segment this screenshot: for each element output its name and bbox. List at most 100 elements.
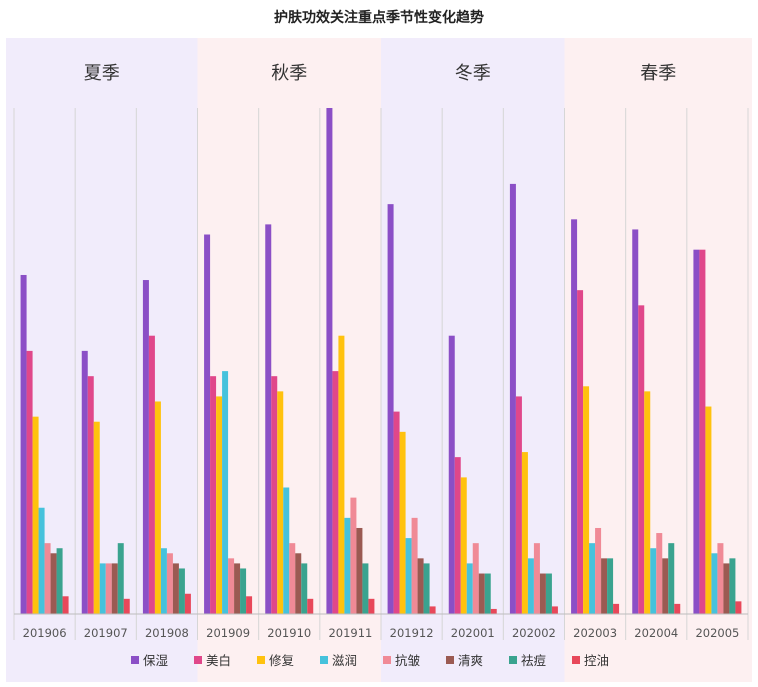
bar-修复-201911	[338, 335, 345, 614]
bar-控油-201908	[184, 593, 191, 614]
legend-label: 清爽	[458, 653, 483, 668]
legend-label: 控油	[584, 653, 609, 668]
legend-swatch-控油	[572, 656, 580, 664]
season-label: 夏季	[84, 63, 120, 84]
x-tick-label: 202005	[695, 626, 739, 640]
bar-控油-202001	[490, 608, 497, 614]
bar-滋润-202002	[527, 558, 534, 614]
bars	[20, 108, 742, 614]
bar-修复-202003	[583, 386, 590, 614]
legend-label: 滋润	[332, 653, 357, 668]
bar-美白-202003	[577, 290, 584, 614]
bar-滋润-201910	[283, 487, 290, 614]
bar-清爽-202003	[601, 558, 608, 614]
bar-清爽-202002	[539, 573, 546, 614]
bar-修复-201912	[399, 431, 406, 614]
legend-swatch-抗皱	[383, 656, 391, 664]
legend-swatch-滋润	[320, 656, 328, 664]
bar-抗皱-201911	[350, 497, 357, 614]
bar-祛痘-201911	[362, 563, 369, 614]
x-tick-label: 201911	[328, 626, 372, 640]
x-tick-label: 201908	[145, 626, 189, 640]
x-tick-label: 201909	[206, 626, 250, 640]
legend-swatch-清爽	[446, 656, 454, 664]
bar-清爽-201906	[50, 553, 57, 614]
bar-美白-201912	[393, 411, 400, 614]
bar-祛痘-201907	[117, 543, 124, 614]
legend: 保湿 美白 修复 滋润 抗皱 清爽 祛痘 控油	[131, 653, 609, 668]
bar-滋润-201906	[38, 507, 45, 614]
bar-滋润-202003	[589, 543, 596, 614]
bar-保湿-202002	[509, 183, 516, 614]
bar-祛痘-201910	[301, 563, 308, 614]
bar-修复-202005	[705, 406, 712, 614]
x-tick-label: 202004	[634, 626, 678, 640]
bar-清爽-201907	[111, 563, 118, 614]
bar-清爽-201911	[356, 527, 363, 614]
bar-控油-202003	[613, 603, 620, 614]
bar-滋润-201908	[160, 548, 167, 614]
bar-美白-201908	[148, 335, 155, 614]
bar-滋润-202005	[711, 553, 718, 614]
bar-抗皱-202005	[717, 543, 724, 614]
x-tick-label: 201907	[84, 626, 128, 640]
bar-滋润-201912	[405, 538, 412, 614]
x-tick-label: 201910	[267, 626, 311, 640]
bar-抗皱-202002	[533, 543, 540, 614]
bar-控油-202005	[735, 601, 742, 614]
bar-抗皱-201908	[166, 553, 173, 614]
bar-清爽-202001	[478, 573, 485, 614]
bar-控油-202004	[674, 603, 681, 614]
bar-祛痘-201909	[240, 568, 247, 614]
bar-清爽-202005	[723, 563, 730, 614]
bar-美白-201909	[210, 376, 217, 614]
bar-抗皱-201906	[44, 543, 51, 614]
bar-修复-201907	[93, 421, 100, 614]
bar-祛痘-202001	[484, 573, 491, 614]
bar-清爽-202004	[662, 558, 669, 614]
bar-抗皱-202004	[656, 533, 663, 614]
x-tick-label: 202002	[512, 626, 556, 640]
bar-滋润-202004	[650, 548, 657, 614]
legend-swatch-修复	[257, 656, 265, 664]
bar-祛痘-201908	[178, 568, 185, 614]
bar-美白-201910	[271, 376, 278, 614]
bar-保湿-201907	[81, 350, 88, 614]
bar-美白-202002	[515, 396, 522, 614]
bar-祛痘-201912	[423, 563, 430, 614]
bar-抗皱-202001	[472, 543, 479, 614]
legend-label: 美白	[206, 653, 231, 668]
bar-保湿-201909	[204, 234, 211, 614]
bar-保湿-202004	[632, 229, 639, 614]
bar-修复-201909	[216, 396, 223, 614]
bar-清爽-201909	[234, 563, 241, 614]
bar-控油-201907	[123, 598, 130, 614]
bar-修复-201906	[32, 416, 39, 614]
legend-swatch-祛痘	[509, 656, 517, 664]
bar-美白-201906	[26, 350, 33, 614]
bar-修复-201910	[277, 391, 284, 614]
bar-保湿-201906	[20, 274, 27, 614]
bar-保湿-202001	[448, 335, 455, 614]
legend-label: 抗皱	[395, 653, 421, 668]
bar-祛痘-202003	[607, 558, 614, 614]
bar-抗皱-201912	[411, 517, 418, 614]
bar-美白-201907	[87, 376, 94, 614]
bar-修复-202002	[521, 452, 528, 614]
bar-美白-202004	[638, 305, 645, 614]
bar-保湿-201910	[265, 224, 272, 614]
season-label: 春季	[640, 63, 676, 84]
season-labels: 夏季 秋季 冬季 春季	[84, 63, 677, 84]
bar-祛痘-202004	[668, 543, 675, 614]
bar-祛痘-202005	[729, 558, 736, 614]
season-label: 冬季	[455, 63, 491, 84]
bar-抗皱-201907	[105, 563, 112, 614]
group-dividers	[13, 108, 749, 640]
x-tick-label: 201906	[23, 626, 67, 640]
bar-清爽-201912	[417, 558, 424, 614]
bar-保湿-202003	[571, 219, 578, 614]
bar-保湿-202005	[693, 249, 700, 614]
legend-swatch-美白	[194, 656, 202, 664]
bar-抗皱-202003	[595, 527, 602, 614]
